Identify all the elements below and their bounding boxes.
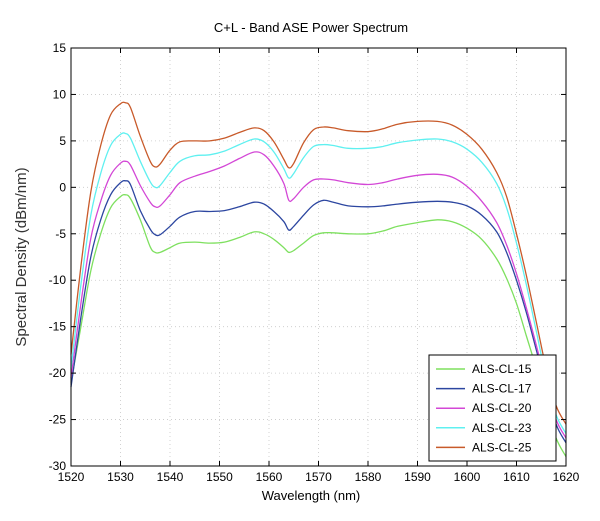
- y-tick-labels: 15 10 5 0 -5 -10 -15 -20 -25 -30: [49, 41, 67, 473]
- legend: ALS-CL-15 ALS-CL-17 ALS-CL-20 ALS-CL-23 ALS-…: [428, 354, 557, 462]
- chart-title: C+L - Band ASE Power Spectrum: [214, 20, 408, 35]
- x-tick-label: 1570: [305, 470, 332, 484]
- y-tick-label: 10: [53, 87, 67, 101]
- series-line-als-cl-20: [70, 151, 567, 439]
- y-axis-label: Spectral Density (dBm/nm): [13, 167, 30, 346]
- y-tick-label: -10: [49, 273, 67, 287]
- legend-entry-als-cl-23: ALS-CL-23: [472, 421, 532, 435]
- series-line-als-cl-17: [70, 179, 567, 444]
- y-tick-label: 5: [59, 134, 66, 148]
- legend-entry-als-cl-25: ALS-CL-25: [472, 440, 532, 454]
- series-lines: [70, 101, 567, 458]
- legend-entry-als-cl-20: ALS-CL-20: [472, 401, 532, 415]
- x-tick-label: 1560: [256, 470, 283, 484]
- x-tick-label: 1590: [404, 470, 431, 484]
- x-tick-label: 1540: [157, 470, 184, 484]
- y-tick-label: -30: [49, 459, 67, 473]
- y-tick-label: -25: [49, 413, 67, 427]
- series-line-als-cl-15: [70, 194, 567, 458]
- x-tick-label: 1610: [503, 470, 530, 484]
- x-tick-label: 1600: [454, 470, 481, 484]
- legend-entry-als-cl-17: ALS-CL-17: [472, 382, 532, 396]
- axis-ticks: [70, 47, 567, 467]
- x-axis-label: Wavelength (nm): [262, 488, 361, 503]
- x-tick-label: 1550: [206, 470, 233, 484]
- x-tick-label: 1520: [58, 470, 85, 484]
- y-tick-label: -5: [55, 227, 66, 241]
- series-line-als-cl-25: [70, 101, 567, 425]
- x-tick-label: 1580: [355, 470, 382, 484]
- y-tick-label: 15: [53, 41, 67, 55]
- y-tick-label: -20: [49, 366, 67, 380]
- legend-entry-als-cl-15: ALS-CL-15: [472, 362, 532, 376]
- y-tick-label: 0: [59, 180, 66, 194]
- x-tick-label: 1620: [553, 470, 580, 484]
- series-line-als-cl-23: [70, 132, 567, 434]
- x-tick-labels: 1520 1530 1540 1550 1560 1570 1580 1590 1600 1610…: [58, 470, 580, 484]
- x-tick-label: 1530: [107, 470, 134, 484]
- y-tick-label: -15: [49, 320, 67, 334]
